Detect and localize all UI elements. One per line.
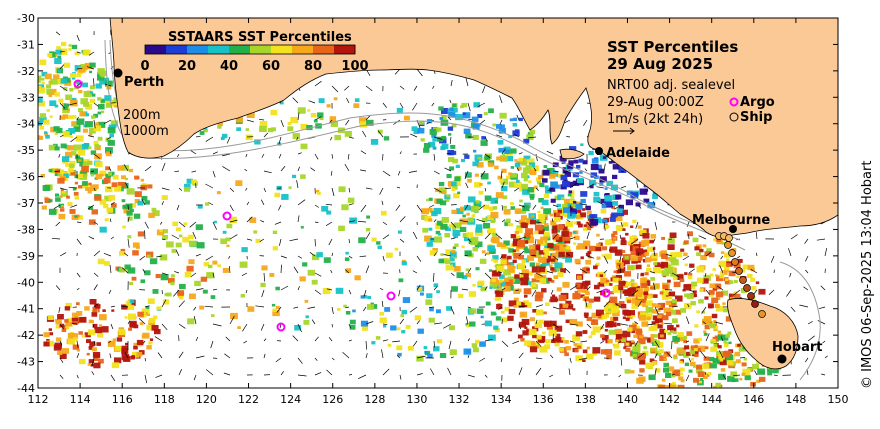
- x-tick-label: 128: [364, 393, 385, 406]
- colorbar-swatch: [313, 45, 335, 54]
- colorbar-swatch: [166, 45, 188, 54]
- y-tick-label: -38: [17, 223, 35, 236]
- x-tick-label: 150: [828, 393, 849, 406]
- credit-text: © IMOS 06-Sep-2025 13:04 Hobart: [860, 161, 875, 389]
- x-tick-label: 122: [238, 393, 259, 406]
- map-title: SST Percentiles: [607, 38, 738, 56]
- x-tick-label: 140: [617, 393, 638, 406]
- colorbar-swatch: [187, 45, 209, 54]
- y-tick-label: -43: [17, 356, 35, 369]
- x-tick-label: 118: [154, 393, 175, 406]
- y-tick-label: -34: [17, 118, 35, 131]
- isobath-1000m-label: 1000m: [123, 124, 169, 139]
- map-date: 29 Aug 2025: [607, 55, 713, 73]
- y-tick-label: -37: [17, 197, 35, 210]
- y-tick-label: -35: [17, 144, 35, 157]
- x-tick-label: 134: [491, 393, 512, 406]
- x-tick-label: 116: [112, 393, 133, 406]
- x-tick-label: 120: [196, 393, 217, 406]
- y-tick-label: -41: [17, 303, 35, 316]
- y-tick-label: -39: [17, 250, 35, 263]
- x-tick-label: 146: [743, 393, 764, 406]
- x-tick-label: 114: [70, 393, 91, 406]
- y-tick-label: -36: [17, 171, 35, 184]
- x-tick-label: 138: [575, 393, 596, 406]
- colorbar-tick-label: 60: [262, 59, 280, 74]
- x-tick-label: 130: [406, 393, 427, 406]
- x-tick-label: 148: [785, 393, 806, 406]
- y-tick-label: -32: [17, 65, 35, 78]
- colorbar-tick-label: 80: [304, 59, 322, 74]
- x-tick-label: 142: [659, 393, 680, 406]
- x-tick-label: 144: [701, 393, 722, 406]
- colorbar-swatch: [292, 45, 314, 54]
- x-tick-label: 124: [280, 393, 301, 406]
- colorbar-tick-label: 40: [220, 59, 238, 74]
- city-perth-label: Perth: [124, 75, 164, 90]
- info-vector-scale: 1m/s (2kt 24h): [607, 112, 703, 127]
- colorbar-swatch: [229, 45, 251, 54]
- y-tick-label: -44: [17, 382, 35, 395]
- city-adelaide: Adelaide: [595, 146, 670, 161]
- colorbar-title: SSTAARS SST Percentiles: [168, 30, 352, 45]
- y-tick-label: -33: [17, 91, 35, 104]
- x-tick-label: 126: [322, 393, 343, 406]
- colorbar-swatch: [334, 45, 356, 54]
- city-hobart-label: Hobart: [772, 340, 823, 355]
- colorbar-swatch: [271, 45, 293, 54]
- info-sealevel: NRT00 adj. sealevel: [607, 78, 735, 93]
- colorbar-swatch: [208, 45, 230, 54]
- x-tick-label: 136: [533, 393, 554, 406]
- y-tick-label: -40: [17, 276, 35, 289]
- city-adelaide-label: Adelaide: [606, 146, 670, 161]
- info-time: 29-Aug 00:00Z: [607, 95, 704, 110]
- colorbar-tick-label: 0: [140, 59, 149, 74]
- colorbar-swatch: [250, 45, 272, 54]
- colorbar-tick-label: 100: [341, 59, 368, 74]
- argo-legend-label: Argo: [740, 95, 775, 110]
- colorbar-tick-label: 20: [178, 59, 196, 74]
- colorbar-swatch: [145, 45, 167, 54]
- isobath-200m-label: 200m: [123, 108, 160, 123]
- y-tick-label: -42: [17, 329, 35, 342]
- colorbar-swatches: [145, 45, 356, 54]
- y-tick-label: -30: [17, 12, 35, 25]
- city-melbourne-label: Melbourne: [692, 213, 770, 228]
- y-tick-label: -31: [17, 38, 35, 51]
- x-tick-label: 132: [449, 393, 470, 406]
- ship-legend-label: Ship: [740, 110, 772, 125]
